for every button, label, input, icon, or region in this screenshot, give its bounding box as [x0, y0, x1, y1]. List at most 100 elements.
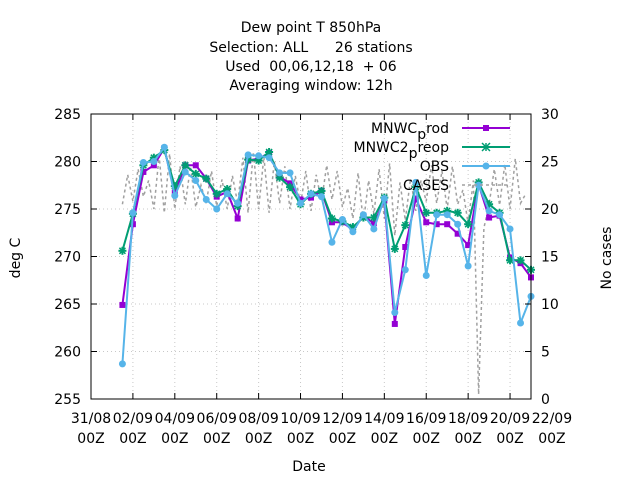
x-tick-label-hour: 00Z: [77, 431, 104, 447]
mnwc2-preop-point-d2: [454, 209, 462, 217]
x-tick-label-hour: 00Z: [454, 431, 481, 447]
x-tick-label-date: 22/09: [532, 411, 572, 427]
mnwc2-preop-point-d2: [464, 220, 472, 228]
mnwc2-preop-point: [453, 208, 462, 217]
y-tick-label: 285: [54, 107, 81, 123]
mnwc2-preop-point: [202, 174, 211, 183]
obs-point: [150, 158, 158, 165]
obs-point: [139, 158, 147, 166]
legend-mnwc-prod-main: MNWC: [371, 121, 417, 137]
x-axis-label: Date: [292, 459, 325, 475]
obs-point: [171, 192, 179, 200]
x-tick-label-hour: 00Z: [203, 431, 230, 447]
y2-tick-label: 0: [541, 392, 550, 408]
y2-tick-label: 25: [541, 155, 559, 171]
mnwc-prod-point: [140, 168, 147, 175]
mnwc2-preop-point-d2: [506, 256, 514, 264]
obs-point: [506, 225, 514, 233]
mnwc-prod-point: [433, 221, 440, 228]
mnwc-prod-point: [402, 244, 409, 250]
x-tick-label-date: 16/09: [406, 411, 446, 427]
title-line-3: Used 00,06,12,18 + 06: [225, 59, 397, 75]
mnwc-prod-point: [465, 242, 472, 249]
x-tick-label-hour: 00Z: [413, 431, 440, 447]
obs-point: [276, 169, 284, 177]
y2-tick-label: 30: [541, 107, 559, 123]
x-tick-label-hour: 00Z: [119, 431, 146, 447]
mnwc-prod-point: [370, 220, 377, 227]
y-axis-label: deg C: [8, 237, 24, 278]
mnwc-prod-point: [486, 214, 493, 221]
obs-point: [202, 196, 210, 203]
mnwc2-preop-point-d2: [516, 256, 525, 264]
x-tick-label-date: 12/09: [322, 411, 362, 427]
x-axis-tick-labels: 31/08 00Z 02/09 00Z 04/09 00Z 06/09 00Z 08/09 00Z…: [71, 411, 572, 447]
legend-label-obs: OBS: [420, 159, 449, 175]
x-tick-label-hour: 00Z: [496, 431, 523, 447]
obs-point: [244, 151, 252, 159]
legend-mnwc2-preop-sub: p: [409, 146, 418, 162]
x-tick-label-hour: 00Z: [245, 431, 272, 447]
y-tick-label: 260: [54, 345, 81, 361]
mnwc2-preop-point-d2: [391, 245, 399, 253]
obs-point: [380, 195, 388, 203]
y2-axis-tick-labels: 0 5 10 15 20 25 30: [541, 107, 559, 408]
mnwc2-preop-point: [327, 214, 336, 223]
obs-point: [359, 211, 367, 219]
legend-marker-obs: [482, 162, 490, 170]
legend-entry-obs: OBS: [420, 159, 449, 175]
mnwc-prod-point: [444, 221, 451, 228]
obs-point: [129, 209, 137, 217]
obs-point: [517, 319, 525, 327]
mnwc2-preop-point: [191, 169, 200, 178]
mnwc2-preop-point-d2: [192, 170, 200, 178]
obs-point: [464, 262, 472, 270]
legend-entry-mnwc-prod: MNWCprod: [371, 121, 449, 143]
legend-mnwc2-preop-main: MNWC2: [354, 140, 409, 156]
obs-point: [370, 225, 378, 233]
legend: MNWCprod MNWC2preop OBS CASES: [354, 121, 510, 194]
x-tick-label-date: 20/09: [490, 411, 530, 427]
x-tick-label-date: 10/09: [280, 411, 320, 427]
mnwc-prod-point: [423, 219, 430, 226]
obs-point: [265, 154, 273, 162]
obs-point: [181, 168, 189, 176]
x-tick-label-date: 02/09: [113, 411, 153, 427]
mnwc2-preop-line: [121, 148, 532, 271]
obs-point: [255, 152, 263, 160]
axis-ticks: [90, 113, 531, 400]
obs-point: [401, 266, 409, 274]
x-tick-label-hour: 00Z: [329, 431, 356, 447]
mnwc2-preop-point-d2: [213, 190, 221, 198]
x-tick-label-date: 18/09: [448, 411, 488, 427]
y-tick-label: 280: [54, 155, 81, 171]
obs-point: [475, 181, 483, 189]
x-tick-label-hour: 00Z: [371, 431, 398, 447]
obs-point: [485, 207, 493, 215]
mnwc2-preop-point-d2: [401, 221, 409, 229]
mnwc2-preop-point-d2: [286, 183, 294, 191]
obs-point: [443, 211, 451, 219]
mnwc2-preop-point: [181, 161, 190, 170]
mnwc-prod-point: [297, 196, 304, 203]
x-tick-label-date: 06/09: [197, 411, 237, 427]
mnwc2-preop-point-d2: [422, 209, 430, 217]
obs-point: [213, 205, 221, 213]
mnwc2-preop-point: [369, 213, 378, 222]
mnwc2-preop-point: [422, 208, 431, 217]
y2-tick-label: 15: [541, 250, 559, 266]
legend-marker-mnwc-prod: [483, 125, 489, 131]
obs-point: [192, 177, 200, 184]
x-tick-label-hour: 00Z: [161, 431, 188, 447]
chart-title: Dew point T 850hPa Selection: ALL 26 sta…: [209, 20, 412, 94]
mnwc2-preop-point-d2: [317, 187, 326, 195]
mnwc2-preop-point: [212, 189, 221, 198]
obs-point: [412, 178, 420, 186]
obs-point: [297, 199, 305, 207]
legend-label-mnwc2-preop: MNWC2preop: [354, 140, 450, 162]
mnwc-prod-point: [150, 162, 157, 169]
legend-entry-mnwc2-preop: MNWC2preop: [354, 140, 450, 162]
legend-label-cases: CASES: [403, 178, 449, 194]
obs-point: [391, 309, 399, 317]
